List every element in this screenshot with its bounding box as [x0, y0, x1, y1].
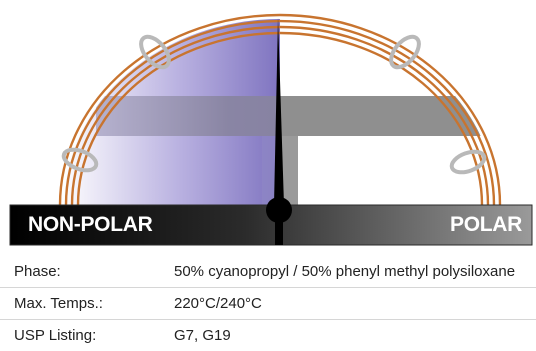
specifications-table: Phase: 50% cyanopropyl / 50% phenyl meth…	[0, 256, 536, 351]
spec-value: G7, G19	[174, 327, 231, 344]
spec-value: 50% cyanopropyl / 50% phenyl methyl poly…	[174, 263, 516, 280]
non-polar-label: NON-POLAR	[28, 213, 153, 236]
column-coil	[58, 13, 502, 206]
spec-label: USP Listing:	[14, 327, 97, 344]
spec-row-usp-listing: USP Listing: G7, G19	[0, 320, 536, 351]
coil-ties	[61, 34, 487, 175]
spec-row-max-temps: Max. Temps.: 220°C/240°C	[0, 288, 536, 320]
spec-row-phase: Phase: 50% cyanopropyl / 50% phenyl meth…	[0, 256, 536, 288]
polarity-scale-bar	[9, 204, 533, 246]
polarity-gauge-graphic	[9, 13, 533, 246]
spec-label: Max. Temps.:	[14, 295, 103, 312]
polarity-needle	[266, 18, 292, 245]
polarity-fill	[64, 19, 496, 205]
polar-label: POLAR	[449, 213, 522, 236]
spec-value: 220°C/240°C	[174, 295, 262, 312]
spec-label: Phase:	[14, 263, 61, 280]
